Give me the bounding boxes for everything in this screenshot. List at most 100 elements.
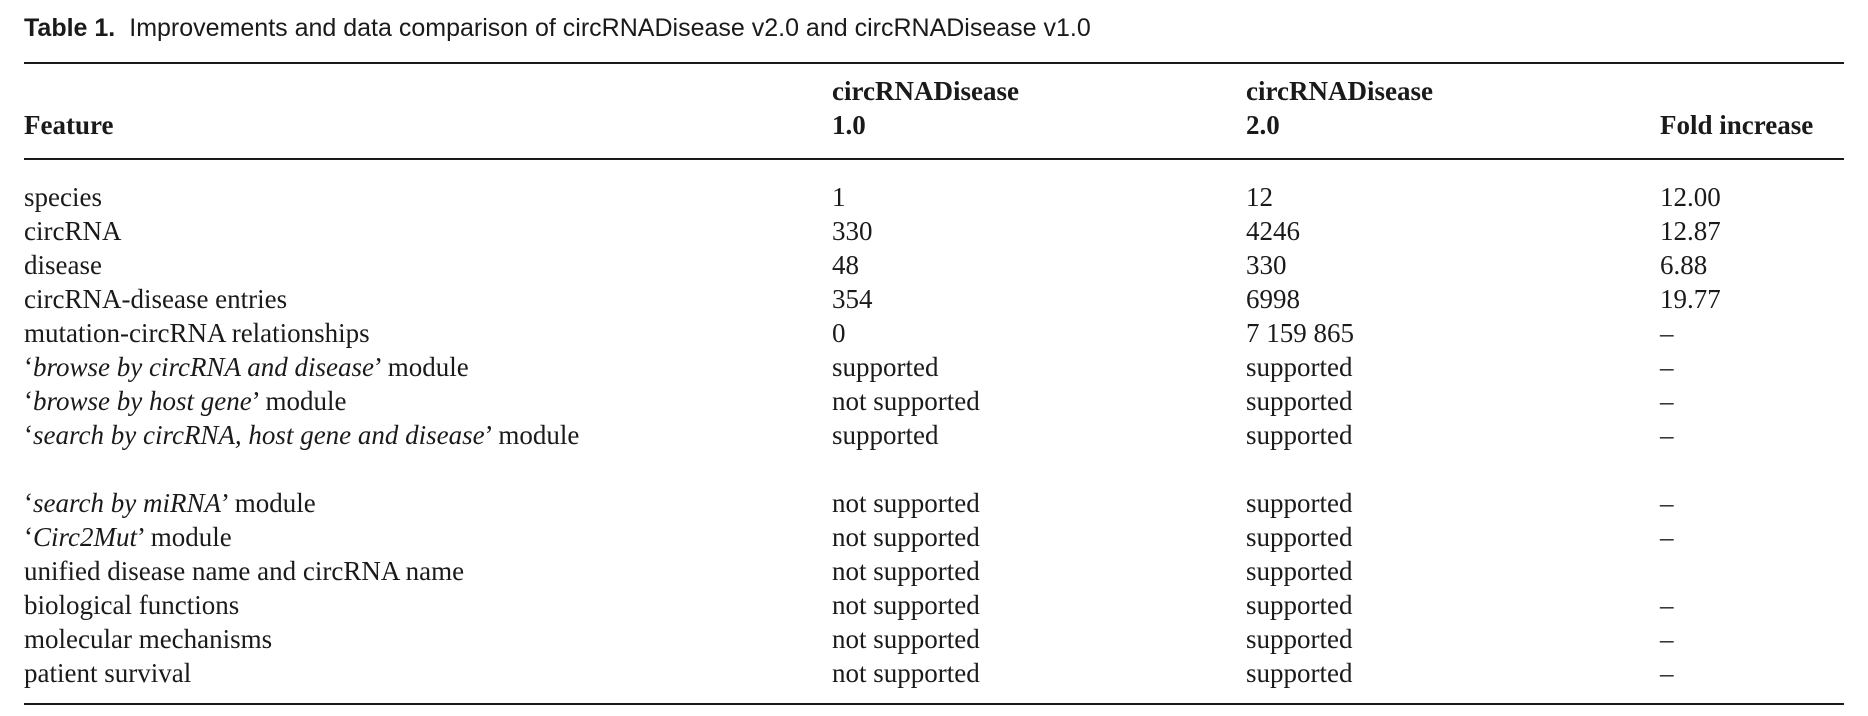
table-caption: Table 1. Improvements and data comparison… (24, 10, 1091, 46)
cell-v2: supported (1246, 420, 1353, 450)
cell-v1: supported (832, 420, 939, 450)
cell-v2: 4246 (1246, 216, 1300, 246)
feature-post: mutation-circRNA relationships (24, 318, 370, 348)
table-row: ‘Circ2Mut’ module not supported supported – (24, 520, 1844, 554)
table-row: disease 48 330 6.88 (24, 248, 1844, 282)
cell-v2: 12 (1246, 182, 1273, 212)
cell-v1: not supported (832, 658, 980, 688)
cell-v2: supported (1246, 624, 1353, 654)
cell-v2: 7 159 865 (1246, 318, 1354, 348)
feature-post: disease (24, 250, 102, 280)
header-feature: Feature (24, 110, 114, 140)
feature-pre: ‘ (24, 420, 33, 450)
cell-v2: supported (1246, 522, 1353, 552)
top-rule (24, 62, 1844, 64)
cell-v1: 1 (832, 182, 846, 212)
table-row: ‘search by circRNA, host gene and diseas… (24, 418, 1844, 486)
cell-v1: not supported (832, 556, 980, 586)
feature-post: ’ module (484, 420, 580, 450)
feature-it: browse by circRNA and disease (33, 352, 374, 382)
cell-v1: not supported (832, 488, 980, 518)
table-body: species 1 12 12.00 circRNA 330 4246 12.87 diseas… (24, 180, 1844, 690)
table-row: biological functions not supported support… (24, 588, 1844, 622)
feature-pre: ‘ (24, 352, 33, 382)
cell-v2: supported (1246, 590, 1353, 620)
feature-post: ’ module (373, 352, 469, 382)
cell-v1: 354 (832, 284, 873, 314)
header-v2-line2: 2.0 (1246, 110, 1280, 140)
cell-fold-increase: – (1660, 658, 1674, 688)
header-v2: circRNADisease 2.0 (1246, 74, 1433, 142)
cell-fold-increase: – (1660, 318, 1674, 348)
cell-v2: 6998 (1246, 284, 1300, 314)
feature-post: biological functions (24, 590, 240, 620)
cell-fold-increase: 19.77 (1660, 284, 1721, 314)
table-row: ‘browse by circRNA and disease’ module su… (24, 350, 1844, 384)
cell-v2: supported (1246, 488, 1353, 518)
feature-post: ’ module (137, 522, 232, 552)
header-v1: circRNADisease 1.0 (832, 74, 1019, 142)
cell-fold-increase: – (1660, 522, 1674, 552)
cell-v2: supported (1246, 658, 1353, 688)
cell-fold-increase: – (1660, 420, 1674, 450)
table-row: circRNA 330 4246 12.87 (24, 214, 1844, 248)
cell-v1: not supported (832, 624, 980, 654)
table-row: ‘search by miRNA’ module not supported sup… (24, 486, 1844, 520)
cell-feature: molecular mechanisms (24, 622, 804, 656)
cell-feature: ‘search by miRNA’ module (24, 486, 804, 520)
header-rule (24, 158, 1844, 160)
table-row: circRNA-disease entries 354 6998 19.77 (24, 282, 1844, 316)
table-row: patient survival not supported supported – (24, 656, 1844, 690)
cell-fold-increase: 12.00 (1660, 182, 1721, 212)
bottom-rule (24, 703, 1844, 705)
header-v1-line1: circRNADisease (832, 76, 1019, 106)
cell-feature: circRNA-disease entries (24, 282, 804, 316)
cell-v2: 330 (1246, 250, 1287, 280)
cell-fold-increase: – (1660, 624, 1674, 654)
cell-feature: patient survival (24, 656, 804, 690)
feature-post: ’ module (220, 488, 316, 518)
cell-v2: supported (1246, 386, 1353, 416)
cell-fold-increase: 6.88 (1660, 250, 1708, 280)
cell-v1: supported (832, 352, 939, 382)
table-label: Table 1. (24, 14, 116, 42)
cell-feature: unified disease name and circRNA name (24, 554, 804, 588)
cell-v1: 0 (832, 318, 846, 348)
feature-post: circRNA (24, 216, 122, 246)
cell-v1: not supported (832, 522, 980, 552)
feature-post: circRNA-disease entries (24, 284, 288, 314)
table-row: species 1 12 12.00 (24, 180, 1844, 214)
feature-post: ’ module (251, 386, 347, 416)
feature-post: unified disease name and circRNA name (24, 556, 465, 586)
feature-pre: ‘ (24, 386, 33, 416)
header-fold-increase: Fold increase (1660, 110, 1814, 140)
header-v1-line2: 1.0 (832, 110, 866, 140)
feature-it: Circ2Mut (33, 522, 137, 552)
feature-it: search by circRNA, host gene and disease (33, 420, 485, 450)
header-v2-line1: circRNADisease (1246, 76, 1433, 106)
cell-feature: biological functions (24, 588, 804, 622)
cell-feature: mutation-circRNA relationships (24, 316, 804, 350)
cell-fold-increase: – (1660, 386, 1674, 416)
cell-fold-increase: – (1660, 488, 1674, 518)
cell-feature: ‘browse by circRNA and disease’ module (24, 350, 804, 384)
cell-fold-increase: 12.87 (1660, 216, 1721, 246)
cell-feature: species (24, 180, 804, 214)
feature-post: patient survival (24, 658, 192, 688)
cell-fold-increase: – (1660, 590, 1674, 620)
feature-pre: ‘ (24, 488, 33, 518)
cell-v2: supported (1246, 352, 1353, 382)
cell-v1: 330 (832, 216, 873, 246)
table-row: ‘browse by host gene’ module not supporte… (24, 384, 1844, 418)
cell-v1: 48 (832, 250, 859, 280)
feature-it: browse by host gene (33, 386, 252, 416)
feature-post: molecular mechanisms (24, 624, 273, 654)
table-row: molecular mechanisms not supported support… (24, 622, 1844, 656)
feature-post: species (24, 182, 102, 212)
cell-v2: supported (1246, 556, 1353, 586)
table-title: Improvements and data comparison of circ… (129, 14, 1091, 42)
feature-pre: ‘ (24, 522, 33, 552)
cell-feature: circRNA (24, 214, 804, 248)
table-row: unified disease name and circRNA name not… (24, 554, 1844, 588)
cell-v1: not supported (832, 590, 980, 620)
